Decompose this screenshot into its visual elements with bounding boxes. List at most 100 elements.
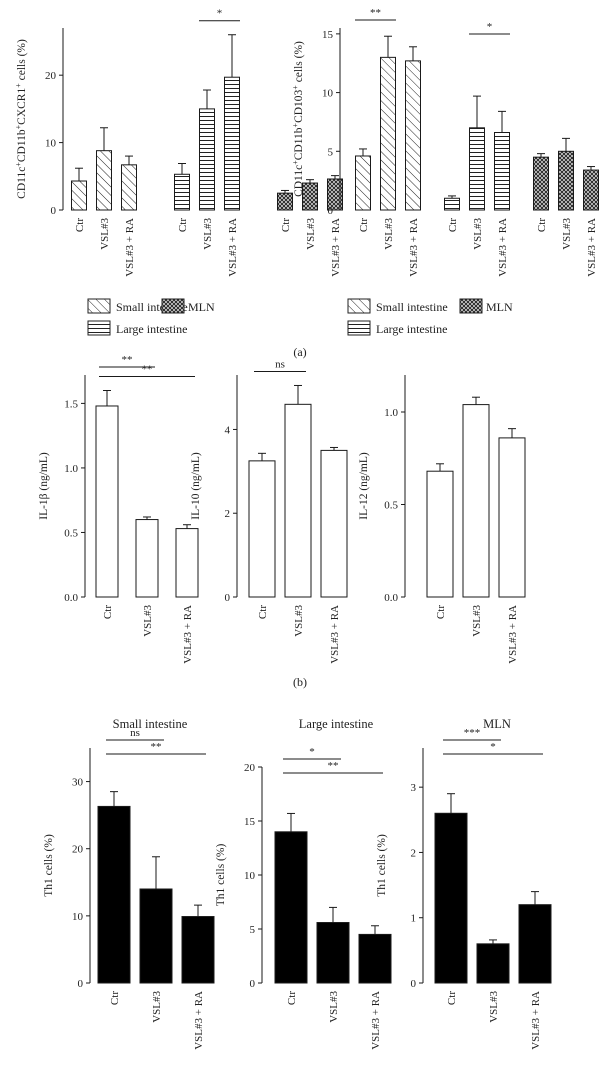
x-tick-label: VSL#3: [472, 218, 484, 250]
bar: [71, 180, 87, 211]
legend-mln-swatch: [459, 298, 483, 314]
x-tick-label: VSL#3: [99, 218, 111, 250]
x-tick-label: VSL#3 + RA: [227, 218, 239, 277]
x-tick-label: VSL#3: [471, 605, 483, 637]
x-tick-label: VSL#3 + RA: [530, 991, 542, 1050]
x-tick-label: Ctr: [536, 218, 548, 232]
y-tick-label: 0: [78, 978, 84, 990]
x-tick-label: Ctr: [109, 991, 121, 1005]
y-axis-label: Th1 cells (%): [376, 834, 388, 897]
x-tick-label: Ctr: [177, 218, 189, 232]
chart-title: Large intestine: [299, 717, 374, 731]
significance-label: ns: [275, 358, 285, 370]
y-tick-label: 1: [411, 913, 417, 925]
x-tick-label: VSL#3: [328, 991, 340, 1023]
significance-label: **: [370, 7, 381, 19]
y-tick-label: 1.5: [64, 398, 78, 410]
legend-mln-swatch: [161, 298, 185, 314]
y-axis-label: CD11c+CD11b+CD103+ cells (%): [291, 41, 306, 197]
chart-title: Small intestine: [113, 717, 188, 731]
y-tick-label: 15: [244, 816, 256, 828]
bar: [277, 192, 293, 211]
bar: [498, 437, 526, 598]
panel-label-b: (b): [293, 675, 307, 689]
significance-label: **: [142, 363, 153, 375]
significance-label: ***: [464, 727, 481, 739]
x-tick-label: VSL#3 + RA: [586, 218, 598, 277]
y-tick-label: 0.5: [384, 500, 398, 512]
bar: [274, 831, 308, 984]
bar: [380, 56, 396, 211]
chart-b2-il10: 0 2 4 IL-10 (ng/mL) Ctr VSL#3 VSL#3 + RA ns: [190, 358, 348, 664]
bar: [444, 197, 460, 211]
chart-a2-cd103: 0 5 10 15 CD11c+CD11b+CD103+ cells (%) Ctr VSL…: [291, 7, 599, 277]
significance-label: *: [309, 746, 315, 758]
y-tick-label: 3: [411, 782, 417, 794]
legend-mln-label: MLN: [486, 300, 513, 314]
y-tick-label: 20: [244, 762, 256, 774]
y-tick-label: 20: [45, 70, 57, 82]
y-tick-label: 2: [225, 508, 231, 520]
legend-small-swatch: [87, 298, 111, 314]
bar: [135, 519, 159, 598]
y-tick-label: 0: [411, 978, 417, 990]
significance-label: ns: [130, 727, 140, 739]
y-tick-label: 4: [225, 424, 231, 436]
y-tick-label: 5: [250, 924, 256, 936]
bar: [533, 156, 549, 211]
bar: [583, 169, 599, 211]
x-tick-label: VSL#3 + RA: [370, 991, 382, 1050]
chart-a1-cxcr1: 0 10 20 CD11c+CD11b+CXCR1+ cells (%) Ctr VSL#…: [14, 8, 343, 277]
x-tick-label: Ctr: [446, 991, 458, 1005]
bar: [358, 933, 392, 984]
y-tick-label: 2: [411, 847, 417, 859]
chart-b3-il12: 0.0 0.5 1.0 IL-12 (ng/mL) Ctr VSL#3 VSL#3 + RA: [358, 375, 526, 664]
panel-label-a: (a): [293, 345, 306, 359]
bar: [175, 528, 199, 598]
x-tick-label: VSL#3 + RA: [497, 218, 509, 277]
bar: [199, 108, 215, 211]
bar: [121, 164, 137, 211]
y-axis-label: Th1 cells (%): [43, 834, 55, 897]
bar: [248, 460, 276, 598]
significance-label: **: [122, 354, 133, 366]
significance-label: *: [490, 741, 496, 753]
significance-label: *: [217, 8, 223, 20]
y-tick-label: 0.5: [64, 527, 78, 539]
y-axis-label: IL-12 (ng/mL): [358, 452, 370, 520]
x-tick-label: VSL#3 + RA: [408, 218, 420, 277]
bar: [405, 60, 421, 211]
y-tick-label: 10: [244, 870, 256, 882]
y-axis-label: Th1 cells (%): [215, 844, 227, 907]
x-tick-label: Ctr: [447, 218, 459, 232]
significance-label: **: [151, 741, 162, 753]
y-tick-label: 10: [45, 138, 57, 150]
bar: [96, 150, 112, 211]
x-tick-label: Ctr: [74, 218, 86, 232]
significance-label: *: [487, 21, 493, 33]
bar: [139, 888, 173, 984]
x-tick-label: Ctr: [286, 991, 298, 1005]
bar: [174, 173, 190, 211]
bar: [426, 470, 454, 598]
x-tick-label: VSL#3 + RA: [330, 218, 342, 277]
bar: [284, 403, 312, 598]
bar: [97, 805, 131, 984]
x-tick-label: VSL#3: [202, 218, 214, 250]
legend-large-label: Large intestine: [116, 322, 187, 336]
bar: [320, 449, 348, 598]
x-tick-label: Ctr: [257, 605, 269, 619]
bar: [518, 904, 552, 984]
y-tick-label: 1.0: [384, 407, 398, 419]
chart-c1-th1-small: Small intestine 0 10 20 30 Th1 cells (%) Ctr VS…: [43, 717, 215, 1050]
chart-title: MLN: [483, 717, 511, 731]
bar: [469, 127, 485, 211]
x-tick-label: Ctr: [435, 605, 447, 619]
bar: [462, 404, 490, 598]
x-tick-label: Ctr: [280, 218, 292, 232]
bar: [316, 922, 350, 984]
x-tick-label: VSL#3 + RA: [182, 605, 194, 664]
y-tick-label: 10: [322, 88, 334, 100]
